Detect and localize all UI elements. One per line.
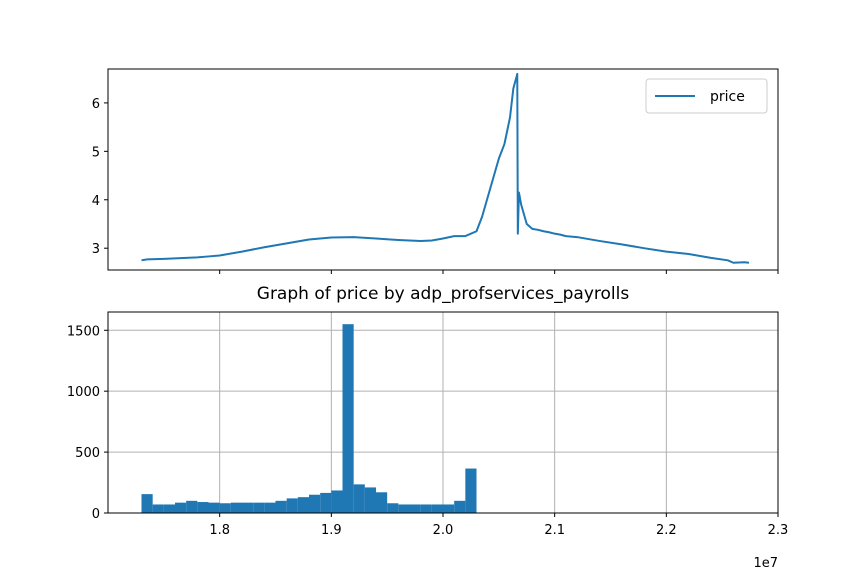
x-tick-label: 2.2: [656, 523, 677, 538]
histogram-bar: [443, 504, 455, 513]
histogram-bar: [320, 492, 332, 513]
histogram-bar: [286, 498, 298, 513]
y-tick-label: 0: [92, 507, 100, 522]
y-tick-label: 4: [92, 194, 100, 209]
histogram-bar: [163, 504, 175, 513]
x-offset-label: 1e7: [753, 556, 778, 571]
histogram-bar: [219, 503, 231, 513]
histogram-bar: [331, 490, 343, 513]
x-tick-label: 2.0: [433, 523, 454, 538]
price-histogram-plot: 0 500 1000 1500 1.8 1.9 2.0 2.1 2.2 2.3 Graph of p…: [67, 284, 788, 571]
histogram-bar: [364, 487, 376, 513]
histogram-bar: [253, 502, 265, 513]
legend: price: [645, 78, 768, 114]
histogram-bar: [197, 502, 209, 513]
x-tick-label: 2.1: [544, 523, 565, 538]
histogram-bar: [275, 500, 287, 513]
histogram-bar: [242, 502, 254, 513]
histogram-bar: [465, 468, 477, 513]
histogram-bar: [152, 504, 164, 513]
histogram-bar: [141, 494, 153, 513]
top-plot-frame: [107, 68, 779, 271]
histogram-bar: [431, 504, 443, 513]
legend-box: [645, 78, 768, 114]
price-series-line: [141, 72, 750, 264]
y-tick-label: 5: [92, 145, 100, 160]
x-tick-label: 2.3: [768, 523, 789, 538]
histogram-bar: [420, 504, 432, 513]
y-tick-label: 6: [92, 97, 100, 112]
y-tick-label: 1000: [67, 385, 100, 400]
histogram-bar: [186, 500, 198, 513]
bottom-plot-frame: [107, 311, 779, 514]
y-tick-label: 3: [92, 242, 100, 257]
histogram-bar: [264, 502, 276, 513]
histogram-bar: [342, 324, 354, 513]
y-tick-label: 1500: [67, 324, 100, 339]
x-tick-label: 1.9: [321, 523, 342, 538]
y-tick-label: 500: [75, 446, 100, 461]
histogram-bar: [376, 492, 388, 513]
histogram-bar: [454, 500, 466, 513]
histogram-bar: [309, 494, 321, 513]
histogram-bar: [387, 503, 399, 513]
histogram-bar: [409, 504, 421, 513]
histogram-title: Graph of price by adp_profservices_payro…: [257, 284, 630, 304]
histogram-bar: [398, 504, 410, 513]
histogram-bar: [297, 497, 309, 513]
price-line-plot: 3 4 5 6 price: [92, 68, 779, 274]
histogram-bar: [175, 502, 187, 513]
x-tick-label: 1.8: [209, 523, 230, 538]
histogram-bar: [230, 502, 242, 513]
histogram-bar: [208, 502, 220, 513]
histogram-bar: [353, 484, 365, 513]
legend-label-price: price: [710, 89, 745, 105]
